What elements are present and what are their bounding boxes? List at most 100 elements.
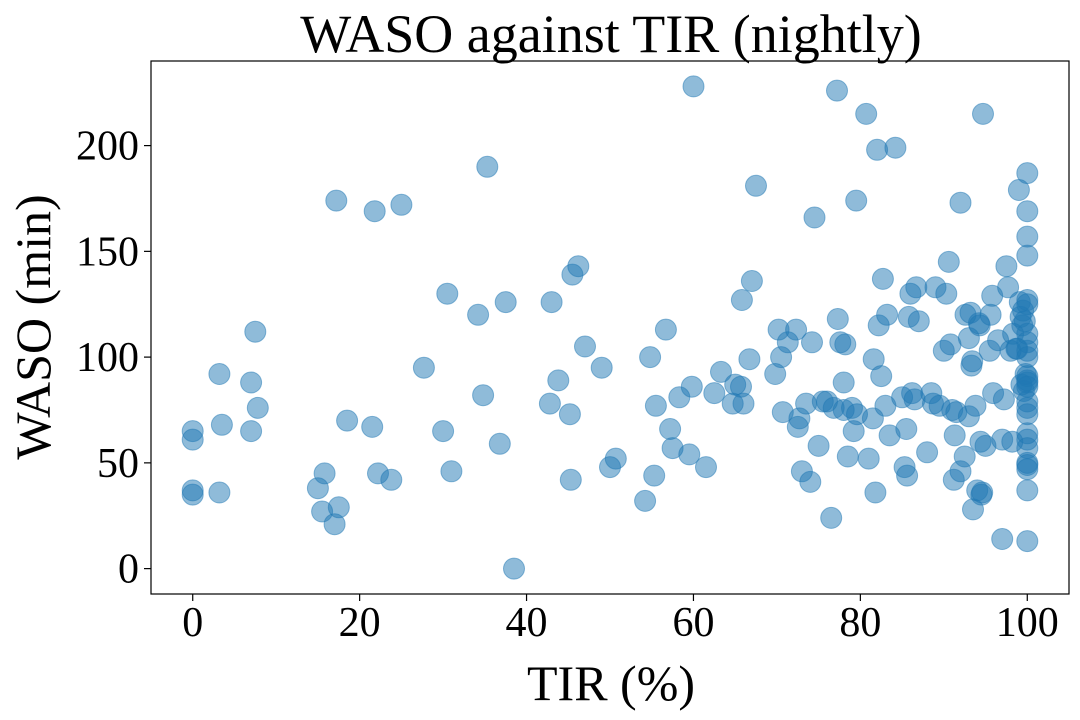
- data-point: [864, 481, 887, 504]
- y-axis: 0 50 100 150 200: [76, 124, 151, 593]
- data-point: [710, 360, 732, 383]
- data-point: [208, 481, 231, 504]
- data-point: [643, 464, 666, 487]
- data-point: [363, 200, 386, 223]
- data-point: [695, 456, 717, 479]
- data-point: [503, 557, 525, 580]
- data-point: [964, 394, 987, 417]
- data-point: [943, 424, 966, 447]
- data-point: [935, 282, 958, 305]
- data-point: [240, 420, 263, 443]
- data-point: [895, 418, 918, 440]
- data-point: [745, 174, 767, 197]
- y-tick-label: 150: [76, 229, 139, 275]
- data-point: [991, 528, 1014, 550]
- y-tick-label: 200: [76, 124, 139, 170]
- data-point: [884, 136, 907, 159]
- data-point: [634, 489, 657, 512]
- data-point: [336, 409, 359, 432]
- x-tick-label: 0: [182, 600, 203, 646]
- data-point: [826, 79, 848, 102]
- data-point: [836, 445, 859, 468]
- data-point: [412, 356, 435, 379]
- data-point: [916, 441, 939, 464]
- data-point: [896, 464, 919, 487]
- chart-title: WASO against TIR (nightly): [300, 4, 921, 64]
- data-point: [313, 462, 336, 485]
- data-point: [1016, 200, 1039, 223]
- data-point: [866, 138, 889, 161]
- data-point: [208, 363, 231, 385]
- data-point: [680, 375, 703, 398]
- data-point: [244, 320, 267, 343]
- x-tick-label: 20: [339, 600, 381, 646]
- data-point: [703, 382, 726, 405]
- data-point: [855, 102, 878, 125]
- data-point: [971, 481, 994, 504]
- data-point: [857, 447, 880, 470]
- y-tick-label: 100: [76, 335, 139, 381]
- data-point: [436, 282, 459, 305]
- data-point: [939, 333, 962, 356]
- data-point: [1016, 293, 1039, 316]
- y-tick-label: 50: [97, 441, 139, 487]
- data-point: [997, 276, 1020, 299]
- data-point: [870, 365, 893, 388]
- data-point: [738, 348, 761, 371]
- data-point: [1016, 244, 1039, 267]
- data-point: [547, 369, 570, 392]
- data-point: [654, 318, 677, 341]
- data-point: [801, 331, 823, 354]
- data-point: [325, 189, 348, 212]
- data-point: [1016, 458, 1039, 481]
- data-point: [876, 303, 899, 326]
- data-point: [807, 434, 830, 457]
- data-point: [730, 289, 753, 311]
- data-point: [644, 394, 667, 417]
- data-point: [678, 443, 701, 466]
- data-point: [907, 310, 930, 333]
- x-tick-label: 80: [839, 600, 881, 646]
- data-point: [1016, 162, 1039, 185]
- data-point: [871, 267, 894, 290]
- data-point: [1016, 346, 1039, 369]
- data-point: [639, 346, 662, 369]
- data-point: [390, 193, 413, 216]
- data-point: [820, 506, 843, 529]
- data-point: [659, 418, 682, 440]
- data-point: [181, 428, 204, 451]
- y-axis-label: WASO (min): [5, 194, 61, 459]
- data-point: [240, 371, 263, 394]
- data-point: [949, 191, 972, 214]
- data-point: [682, 75, 705, 98]
- data-point: [785, 318, 808, 341]
- data-point: [979, 303, 1002, 326]
- data-points: [181, 75, 1039, 580]
- data-point: [961, 350, 984, 373]
- data-point: [440, 460, 463, 483]
- data-point: [1016, 225, 1039, 248]
- data-point: [972, 102, 994, 125]
- plot-area: [150, 60, 1070, 595]
- data-point: [799, 470, 822, 493]
- data-point: [540, 291, 563, 314]
- data-point: [467, 303, 490, 326]
- data-point: [432, 420, 455, 443]
- data-point: [558, 403, 581, 426]
- data-point: [1016, 403, 1039, 426]
- data-point: [380, 468, 403, 491]
- x-tick-label: 100: [996, 600, 1059, 646]
- data-point: [995, 255, 1018, 278]
- data-point: [210, 413, 233, 436]
- data-point: [832, 371, 855, 394]
- data-point: [1016, 530, 1039, 553]
- x-tick-label: 40: [506, 600, 548, 646]
- data-point: [472, 384, 495, 407]
- data-point: [834, 333, 857, 356]
- y-tick-label: 0: [118, 547, 139, 593]
- data-point: [327, 496, 350, 519]
- data-point: [488, 432, 511, 455]
- data-point: [803, 206, 826, 229]
- data-point: [604, 447, 627, 470]
